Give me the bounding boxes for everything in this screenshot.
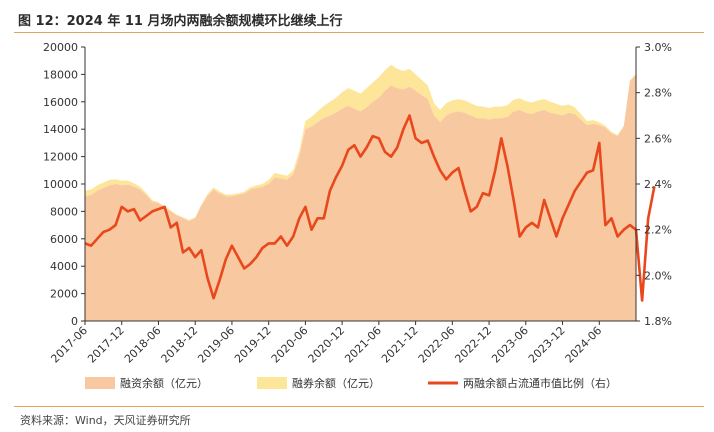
legend-label-ratio: 两融余额占流通市值比例（右） xyxy=(463,376,617,390)
margin-balance-area xyxy=(85,64,636,221)
legend-label-margin: 融券余额（亿元） xyxy=(292,376,380,390)
y-left-tick-label: 10000 xyxy=(43,178,78,191)
legend-swatch-financing xyxy=(85,377,115,389)
y-left-tick-label: 20000 xyxy=(43,41,78,54)
y-right-tick-label: 2.6% xyxy=(644,132,672,145)
y-left-tick-label: 18000 xyxy=(43,68,78,81)
x-tick-label: 2021-06 xyxy=(342,324,384,366)
y-right-tick-label: 2.2% xyxy=(644,224,672,237)
x-tick-label: 2017-06 xyxy=(48,324,90,366)
legend-label-financing: 融资余额（亿元） xyxy=(120,376,208,390)
x-tick-label: 2018-06 xyxy=(122,324,164,366)
y-left-tick-label: 12000 xyxy=(43,151,78,164)
y-right-tick-label: 3.0% xyxy=(644,41,672,54)
y-left-tick-label: 16000 xyxy=(43,96,78,109)
legend: 融资余额（亿元） 融券余额（亿元） 两融余额占流通市值比例（右） xyxy=(85,376,617,390)
y-right-tick-label: 2.4% xyxy=(644,178,672,191)
ratio-line-series xyxy=(84,114,656,302)
y-right-tick-label: 2.0% xyxy=(644,269,672,282)
footer-rule xyxy=(14,406,704,407)
x-tick-label: 2020-12 xyxy=(306,324,348,366)
figure-title: 图 12：2024 年 11 月场内两融余额规模环比继续上行 xyxy=(18,14,343,29)
y-left-tick-label: 2000 xyxy=(50,288,78,301)
x-tick-label: 2024-06 xyxy=(563,324,605,366)
source-note: 资料来源：Wind，天风证券研究所 xyxy=(20,414,191,427)
x-tick-label: 2023-12 xyxy=(526,324,568,366)
area-series xyxy=(85,64,636,322)
y-left-tick-label: 0 xyxy=(71,315,78,328)
y-right-tick-label: 1.8% xyxy=(644,315,672,328)
figure-title-bar: 图 12：2024 年 11 月场内两融余额规模环比继续上行 xyxy=(14,4,704,33)
y-left-tick-label: 14000 xyxy=(43,123,78,136)
y-left-tick-label: 6000 xyxy=(50,233,78,246)
x-tick-label: 2022-06 xyxy=(416,324,458,366)
y-left-tick-label: 4000 xyxy=(50,260,78,273)
x-tick-label: 2023-06 xyxy=(489,324,531,366)
chart: 0 2000 4000 6000 8000 10000 12000 14000 16000 180… xyxy=(43,41,672,390)
x-tick-label: 2021-12 xyxy=(379,324,421,366)
x-tick-label: 2018-12 xyxy=(159,324,201,366)
legend-swatch-margin xyxy=(257,377,287,389)
x-tick-label: 2020-06 xyxy=(269,324,311,366)
y-right-tick-label: 2.8% xyxy=(644,87,672,100)
x-tick-label: 2017-12 xyxy=(85,324,127,366)
y-left-tick-label: 8000 xyxy=(50,205,78,218)
financing-balance-area xyxy=(85,74,636,322)
ratio-line xyxy=(84,114,656,302)
x-tick-label: 2019-12 xyxy=(232,324,274,366)
x-tick-label: 2019-06 xyxy=(195,324,237,366)
x-tick-label: 2022-12 xyxy=(452,324,494,366)
